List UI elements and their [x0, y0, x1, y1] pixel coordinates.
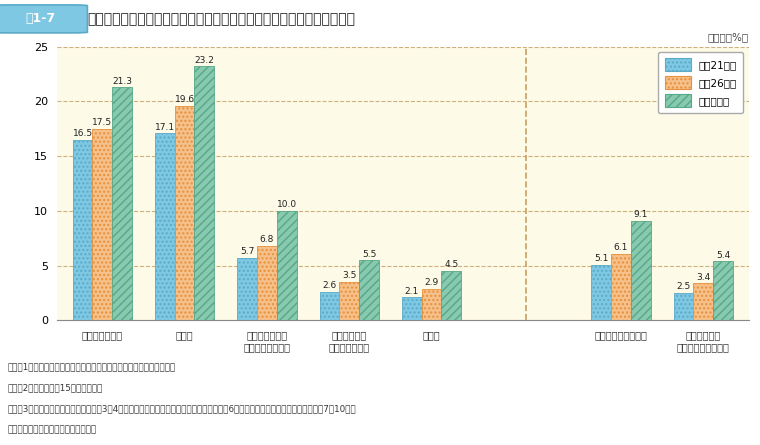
Legend: 平成21年度, 平成26年度, 令和元年度: 平成21年度, 平成26年度, 令和元年度 [658, 52, 743, 113]
Bar [340, 282, 359, 320]
Bar [93, 129, 112, 320]
Text: 図1-7: 図1-7 [25, 12, 55, 25]
Text: 16.5: 16.5 [72, 129, 93, 138]
Bar [257, 246, 277, 320]
Bar [320, 292, 340, 320]
Bar [237, 258, 257, 320]
Text: 5.1: 5.1 [594, 254, 609, 263]
Text: 3.5: 3.5 [342, 271, 356, 280]
Text: 2.9: 2.9 [425, 278, 439, 287]
Text: 3　係長級は行政職俸給表（一）3、4級、本省課長補佐・地方機関の課長級は同５、6級、本省課室長・地方機関の長級は同7〜10級の: 3 係長級は行政職俸給表（一）3、4級、本省課長補佐・地方機関の課長級は同５、6… [8, 405, 356, 413]
Bar [713, 261, 733, 320]
Text: 各役職段階に占める女性の割合（行政職俸給表（一）、指定職俸給表）: 各役職段階に占める女性の割合（行政職俸給表（一）、指定職俸給表） [87, 12, 356, 26]
Bar [73, 140, 93, 320]
Bar [611, 254, 631, 320]
Text: 2　各年度１月15日現在の割合: 2 各年度１月15日現在の割合 [8, 384, 103, 392]
Text: 21.3: 21.3 [112, 77, 132, 85]
Text: （単位：%）: （単位：%） [708, 32, 749, 42]
Text: 5.5: 5.5 [362, 250, 376, 259]
Text: 9.1: 9.1 [634, 210, 648, 219]
Bar [175, 106, 195, 320]
Text: 6.1: 6.1 [614, 243, 629, 252]
Bar [673, 293, 693, 320]
Text: 19.6: 19.6 [175, 95, 195, 104]
Bar [155, 133, 175, 320]
Text: 5.4: 5.4 [716, 251, 730, 259]
Bar [442, 271, 461, 320]
Text: 適用者に占める女性の割合: 適用者に占める女性の割合 [8, 425, 97, 434]
Text: 2.6: 2.6 [322, 281, 337, 290]
Bar [112, 87, 132, 320]
Text: 3.4: 3.4 [696, 272, 711, 282]
Text: （注）1　人事院「一般職の国家公務員の任用状況調査報告」より作成: （注）1 人事院「一般職の国家公務員の任用状況調査報告」より作成 [8, 363, 176, 372]
Text: 2.5: 2.5 [676, 283, 691, 291]
Bar [402, 297, 422, 320]
Text: 5.7: 5.7 [240, 247, 255, 256]
FancyBboxPatch shape [0, 5, 87, 33]
Bar [277, 211, 296, 320]
Bar [591, 265, 611, 320]
Bar [631, 221, 651, 320]
Text: 2.1: 2.1 [405, 287, 419, 296]
Text: 10.0: 10.0 [277, 200, 296, 209]
Text: 17.5: 17.5 [92, 118, 112, 127]
Text: 23.2: 23.2 [195, 56, 214, 65]
Bar [693, 283, 713, 320]
Text: 4.5: 4.5 [445, 260, 458, 270]
Text: 6.8: 6.8 [260, 235, 274, 244]
Bar [422, 289, 442, 320]
Bar [359, 260, 379, 320]
Text: 17.1: 17.1 [155, 122, 175, 132]
Bar [195, 66, 214, 320]
